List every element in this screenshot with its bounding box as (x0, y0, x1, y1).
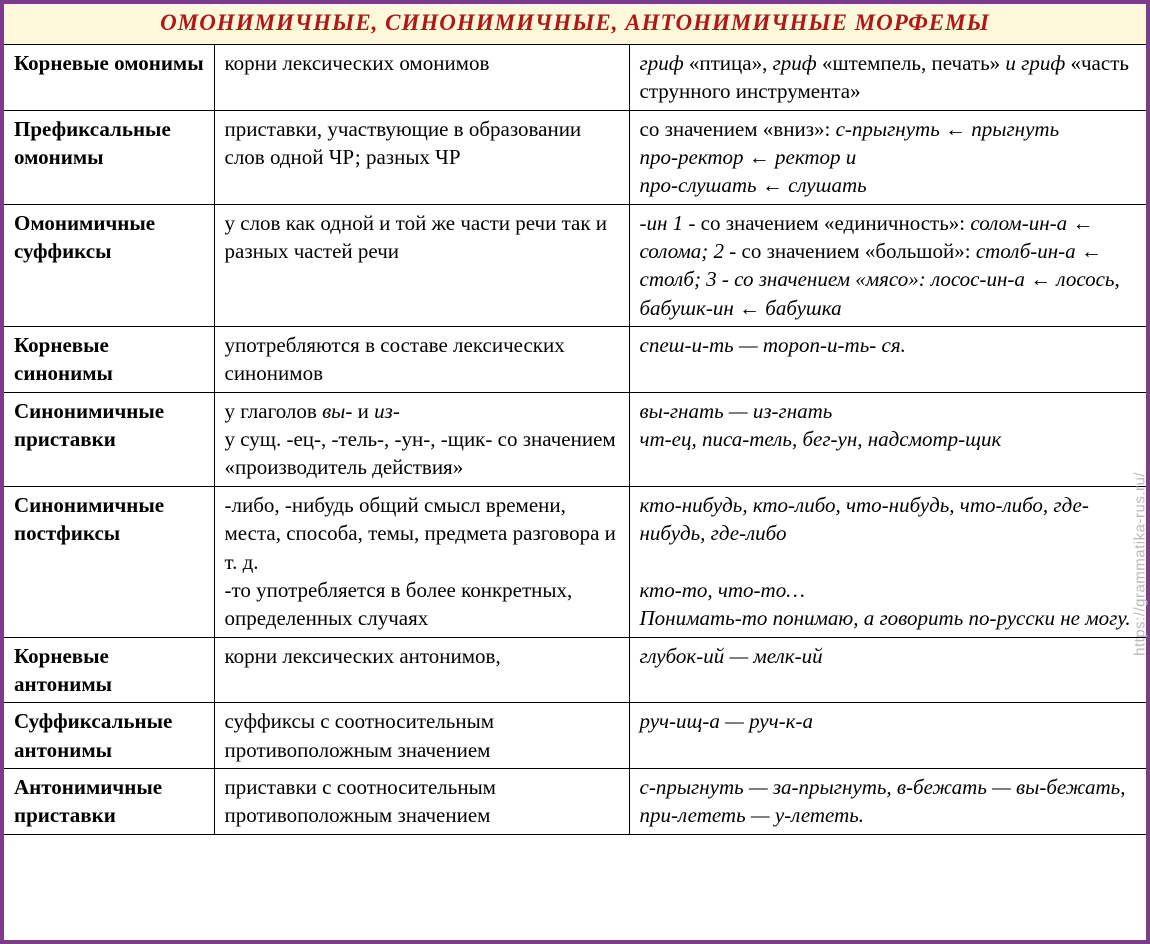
definition-cell: корни лексических антонимов, (214, 637, 629, 703)
table-row: Синонимичные постфиксы-либо, -нибудь общ… (4, 486, 1146, 637)
table-title: ОМОНИМИЧНЫЕ, СИНОНИМИЧНЫЕ, АНТОНИМИЧНЫЕ … (4, 4, 1146, 45)
term-cell: Корневые омонимы (4, 45, 214, 111)
table-row: Корневые омонимыкорни лексических омоним… (4, 45, 1146, 111)
table-row: Синонимичные приставкиу глаголов вы- и и… (4, 392, 1146, 486)
definition-cell: суффиксы с соотносительным противоположн… (214, 703, 629, 769)
definition-cell: у глаголов вы- и из-у сущ. -ец-, -тель-,… (214, 392, 629, 486)
definition-cell: приставки, участвующие в образовании сло… (214, 110, 629, 204)
example-cell: со значением «вниз»: с-прыгнуть ← прыгну… (629, 110, 1146, 204)
table-row: Корневые антонимыкорни лексических антон… (4, 637, 1146, 703)
definition-cell: употребляются в составе лексических сино… (214, 327, 629, 393)
table-row: Корневые синонимыупотребляются в составе… (4, 327, 1146, 393)
definition-cell: приставки с соотносительным противополож… (214, 768, 629, 834)
term-cell: Антонимичные приставки (4, 768, 214, 834)
term-cell: Префиксальные омонимы (4, 110, 214, 204)
definition-cell: у слов как одной и той же части речи так… (214, 204, 629, 326)
definition-cell: корни лексических омонимов (214, 45, 629, 111)
example-cell: гриф «птица», гриф «штемпель, печать» и … (629, 45, 1146, 111)
example-cell: спеш-и-ть — тороп-и-ть- ся. (629, 327, 1146, 393)
example-cell: вы-гнать — из-гнатьчт-ец, писа-тель, бег… (629, 392, 1146, 486)
definition-cell: -либо, -нибудь общий смысл времени, мест… (214, 486, 629, 637)
example-cell: глубок-ий — мелк-ий (629, 637, 1146, 703)
table-frame: ОМОНИМИЧНЫЕ, СИНОНИМИЧНЫЕ, АНТОНИМИЧНЫЕ … (0, 0, 1150, 944)
watermark-url: https://grammatika-rus.ru/ (1132, 472, 1149, 656)
example-cell: с-прыгнуть — за-прыгнуть, в-бежать — вы-… (629, 768, 1146, 834)
example-cell: руч-ищ-а — руч-к-а (629, 703, 1146, 769)
term-cell: Синонимичные приставки (4, 392, 214, 486)
morpheme-table: ОМОНИМИЧНЫЕ, СИНОНИМИЧНЫЕ, АНТОНИМИЧНЫЕ … (4, 4, 1146, 835)
example-cell: кто-нибудь, кто-либо, что-нибудь, что-ли… (629, 486, 1146, 637)
term-cell: Корневые антонимы (4, 637, 214, 703)
table-row: Омонимичные суффиксыу слов как одной и т… (4, 204, 1146, 326)
table-row: Префиксальные омонимыприставки, участвую… (4, 110, 1146, 204)
term-cell: Суффиксальные антонимы (4, 703, 214, 769)
term-cell: Омонимичные суффиксы (4, 204, 214, 326)
example-cell: -ин 1 - со значением «единичность»: соло… (629, 204, 1146, 326)
table-row: Суффиксальные антонимысуффиксы с соотнос… (4, 703, 1146, 769)
table-body: Корневые омонимыкорни лексических омоним… (4, 45, 1146, 835)
table-row: Антонимичные приставкиприставки с соотно… (4, 768, 1146, 834)
term-cell: Корневые синонимы (4, 327, 214, 393)
term-cell: Синонимичные постфиксы (4, 486, 214, 637)
